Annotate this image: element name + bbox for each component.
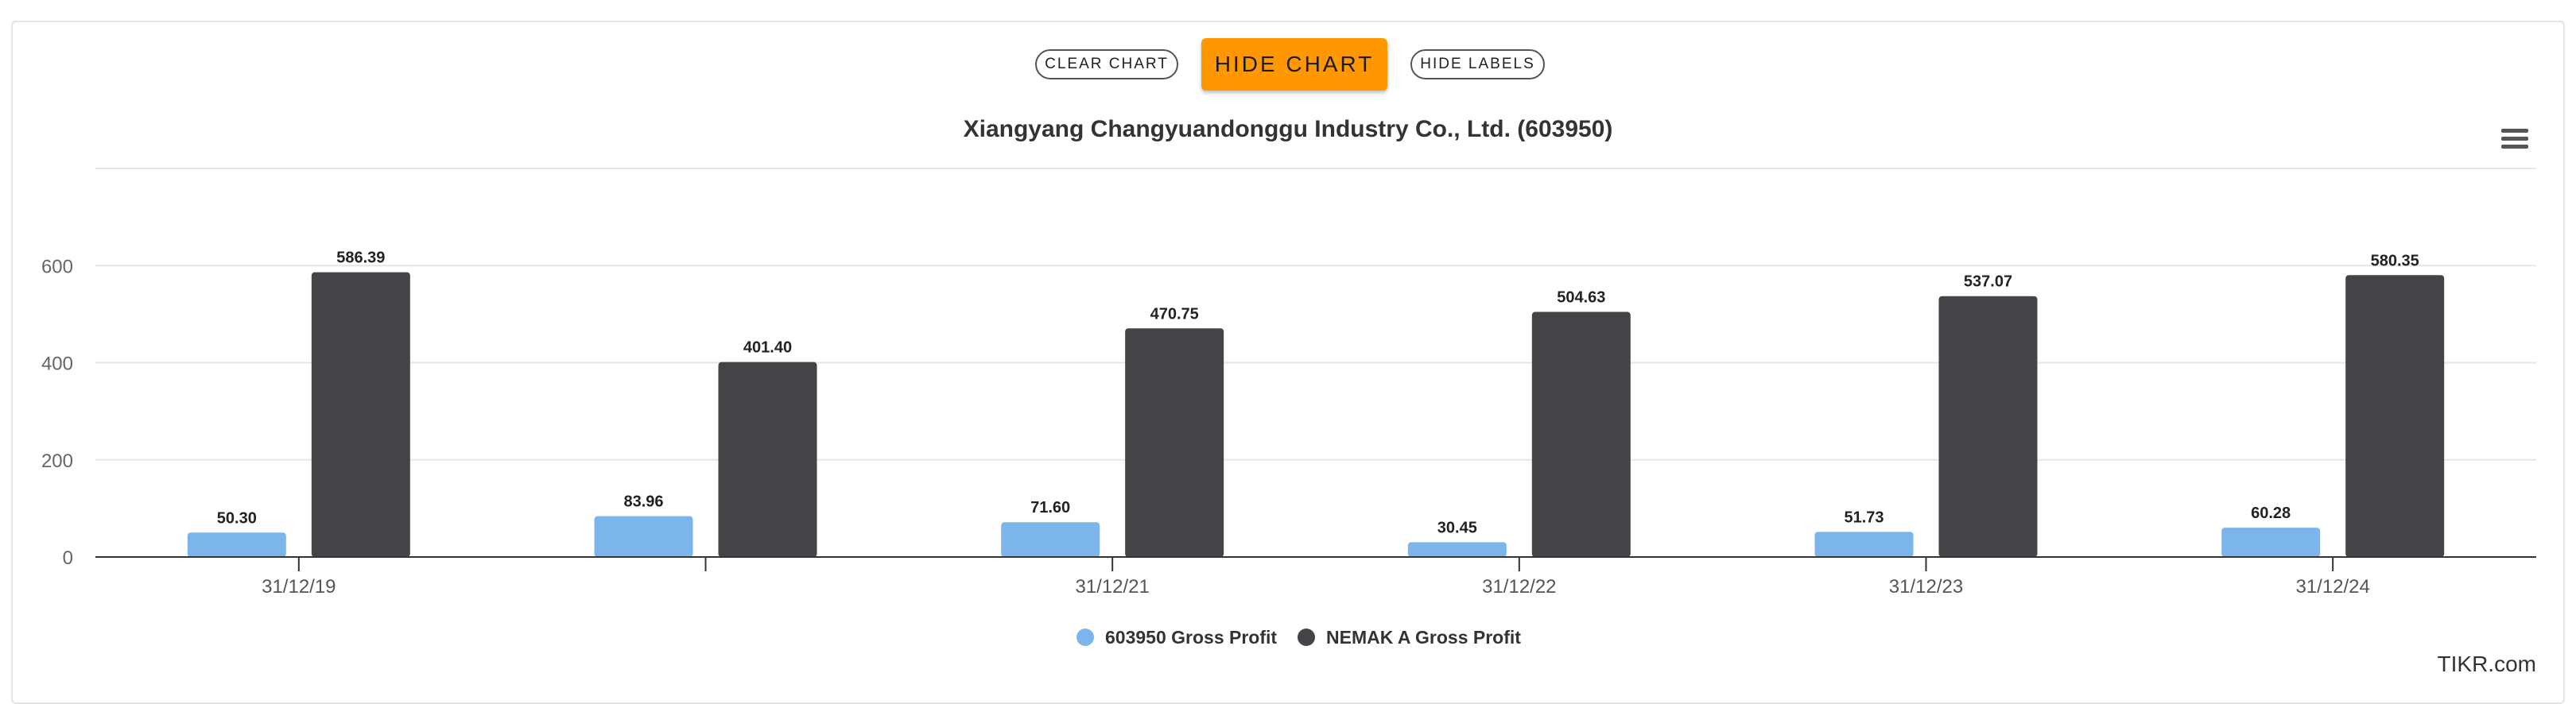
bar-series-2 <box>718 362 817 557</box>
chart-toolbar: CLEAR CHART HIDE CHART HIDE LABELS <box>0 38 2576 91</box>
data-label: 60.28 <box>2251 505 2291 522</box>
x-tick-label: 31/12/24 <box>2295 576 2369 598</box>
y-tick-label: 400 <box>41 354 73 375</box>
bar-series-1 <box>1001 522 1100 557</box>
data-label: 470.75 <box>1150 305 1199 323</box>
bar-series-1 <box>594 516 693 557</box>
y-tick-label: 200 <box>41 451 73 472</box>
y-tick-label: 600 <box>41 256 73 277</box>
data-label: 50.30 <box>217 509 257 527</box>
credit-label: TIKR.com <box>2437 652 2536 676</box>
bar-series-2 <box>311 272 410 557</box>
bar-series-1 <box>1814 532 1914 557</box>
clear-chart-button[interactable]: CLEAR CHART <box>1035 49 1178 79</box>
data-label: 401.40 <box>743 339 792 357</box>
data-label: 71.60 <box>1030 499 1070 516</box>
hide-chart-button[interactable]: HIDE CHART <box>1201 38 1387 91</box>
bar-series-2 <box>1531 311 1631 557</box>
legend-marker-series-1 <box>1077 629 1094 646</box>
bar-series-1 <box>187 532 286 557</box>
x-tick-label: 31/12/21 <box>1075 576 1149 598</box>
bar-series-2 <box>1938 296 2038 557</box>
x-tick-label: 31/12/19 <box>262 576 336 598</box>
data-label: 51.73 <box>1844 509 1884 526</box>
bar-series-2 <box>2345 275 2445 557</box>
legend-label-series-2: NEMAK A Gross Profit <box>1326 626 1521 648</box>
bar-series-1 <box>1407 542 1507 557</box>
x-tick-label: 31/12/22 <box>1482 576 1556 598</box>
data-label: 580.35 <box>2371 252 2419 269</box>
data-label: 586.39 <box>336 249 385 267</box>
legend-item-series-1[interactable]: 603950 Gross Profit <box>1077 624 1277 651</box>
data-label: 30.45 <box>1437 519 1477 536</box>
legend-marker-series-2 <box>1298 629 1315 646</box>
bar-series-1 <box>2221 528 2321 557</box>
hamburger-menu-icon[interactable] <box>2501 129 2528 153</box>
legend-label-series-1: 603950 Gross Profit <box>1105 626 1278 648</box>
data-label: 504.63 <box>1557 289 1605 307</box>
x-tick-label: 31/12/23 <box>1889 576 1963 598</box>
chart-title: Xiangyang Changyuandonggu Industry Co., … <box>963 116 1613 142</box>
y-tick-label: 0 <box>63 547 73 569</box>
hide-labels-button[interactable]: HIDE LABELS <box>1410 49 1545 79</box>
data-label: 83.96 <box>623 493 663 511</box>
bar-series-2 <box>1125 328 1224 557</box>
legend-item-series-2[interactable]: NEMAK A Gross Profit <box>1298 624 1521 651</box>
data-label: 537.07 <box>1964 273 2012 291</box>
